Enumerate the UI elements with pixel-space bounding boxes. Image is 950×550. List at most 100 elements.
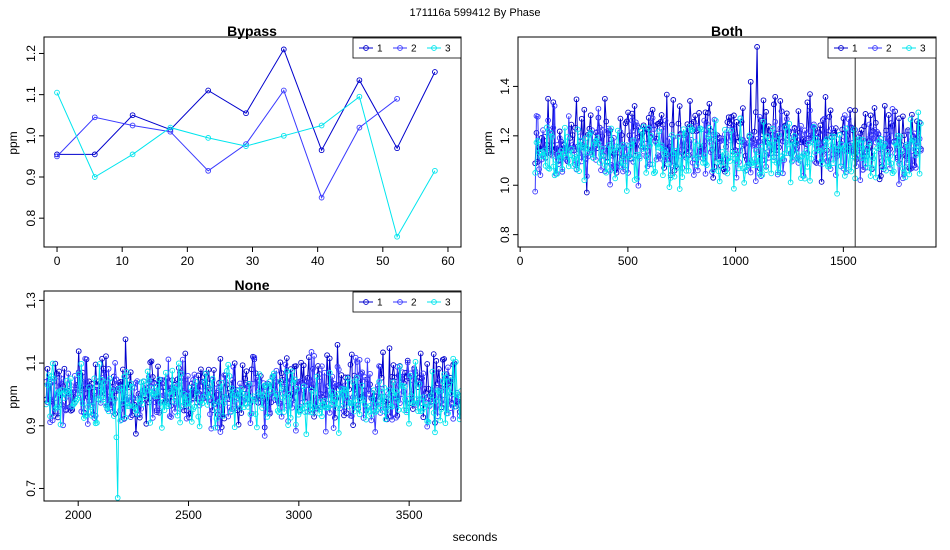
data-point xyxy=(691,118,697,125)
data-point xyxy=(173,383,180,389)
data-point xyxy=(893,142,900,149)
data-point xyxy=(572,154,579,160)
data-point xyxy=(112,360,118,366)
x-tick-label: 1500 xyxy=(830,254,857,268)
data-point xyxy=(75,371,82,378)
data-point xyxy=(420,394,427,401)
data-point xyxy=(657,145,664,152)
data-point xyxy=(661,165,668,171)
data-point xyxy=(538,134,545,141)
data-point xyxy=(164,375,170,382)
x-tick-label: 50 xyxy=(376,254,390,268)
data-point xyxy=(65,370,72,377)
data-point xyxy=(591,140,598,147)
legend-marker xyxy=(363,299,369,305)
data-point xyxy=(805,140,812,147)
data-point xyxy=(902,174,909,181)
data-point xyxy=(211,401,217,407)
data-point xyxy=(99,355,105,362)
panel-bypass-title: Bypass xyxy=(227,23,277,39)
data-point xyxy=(110,413,117,419)
data-point xyxy=(122,336,129,343)
data-point xyxy=(550,99,557,106)
data-point xyxy=(724,170,731,177)
data-point xyxy=(900,165,906,172)
data-point xyxy=(534,138,541,144)
data-point xyxy=(143,388,150,394)
data-point xyxy=(751,142,758,148)
legend-bypass: 1 2 3 xyxy=(352,37,462,59)
series-line-1 xyxy=(57,48,436,155)
data-point xyxy=(410,406,416,412)
data-point xyxy=(389,403,395,410)
data-point xyxy=(243,368,250,375)
data-point xyxy=(559,168,566,175)
data-point xyxy=(174,382,181,389)
data-point xyxy=(182,400,189,407)
panel-none-ylabel: ppm xyxy=(6,385,20,408)
data-point xyxy=(438,406,445,412)
legend-label: 3 xyxy=(445,298,451,309)
data-point xyxy=(888,160,895,167)
data-point xyxy=(214,408,221,415)
data-point xyxy=(337,391,343,398)
data-point xyxy=(91,174,98,180)
data-point xyxy=(648,133,655,139)
data-point xyxy=(602,168,608,175)
data-point xyxy=(702,170,709,177)
data-point xyxy=(720,163,727,169)
data-point xyxy=(612,175,619,182)
data-point xyxy=(199,400,206,407)
data-point xyxy=(70,391,77,398)
data-point xyxy=(407,372,414,379)
data-point xyxy=(372,429,379,435)
data-point xyxy=(639,146,646,152)
y-tick-label: 0.9 xyxy=(24,417,38,434)
data-point xyxy=(303,431,310,438)
data-point xyxy=(692,112,699,119)
data-point xyxy=(259,405,265,411)
data-point xyxy=(345,375,351,382)
data-point xyxy=(274,407,281,414)
data-point xyxy=(587,112,594,119)
data-point xyxy=(857,130,864,137)
data-point xyxy=(101,368,108,375)
data-point xyxy=(866,140,873,147)
data-point xyxy=(243,110,249,117)
data-point xyxy=(540,127,546,133)
data-point xyxy=(684,153,691,159)
data-point xyxy=(662,117,669,124)
data-point xyxy=(896,161,902,167)
panel-none-title: None xyxy=(235,277,270,293)
data-point xyxy=(134,411,141,417)
data-point xyxy=(183,392,190,399)
data-point xyxy=(300,383,307,390)
data-point xyxy=(658,142,665,149)
data-point xyxy=(230,363,237,370)
data-point xyxy=(237,404,243,411)
data-point xyxy=(632,152,639,158)
data-point xyxy=(404,395,411,402)
data-point xyxy=(538,156,545,163)
data-point xyxy=(442,420,449,427)
data-point xyxy=(277,378,284,385)
data-point xyxy=(60,422,66,429)
data-point xyxy=(208,381,215,388)
data-point xyxy=(623,188,630,194)
data-point xyxy=(56,368,63,375)
data-point xyxy=(900,113,906,120)
data-point xyxy=(315,404,321,411)
data-point xyxy=(434,387,441,394)
data-point xyxy=(333,382,340,389)
data-point xyxy=(270,370,277,377)
data-point xyxy=(242,396,249,403)
data-point xyxy=(205,388,212,394)
data-point xyxy=(786,120,793,127)
data-point xyxy=(725,114,732,121)
data-point xyxy=(712,117,719,124)
data-point xyxy=(382,416,389,423)
data-point xyxy=(870,155,877,162)
data-point xyxy=(631,103,638,109)
data-point xyxy=(867,131,874,138)
data-point xyxy=(777,125,784,132)
